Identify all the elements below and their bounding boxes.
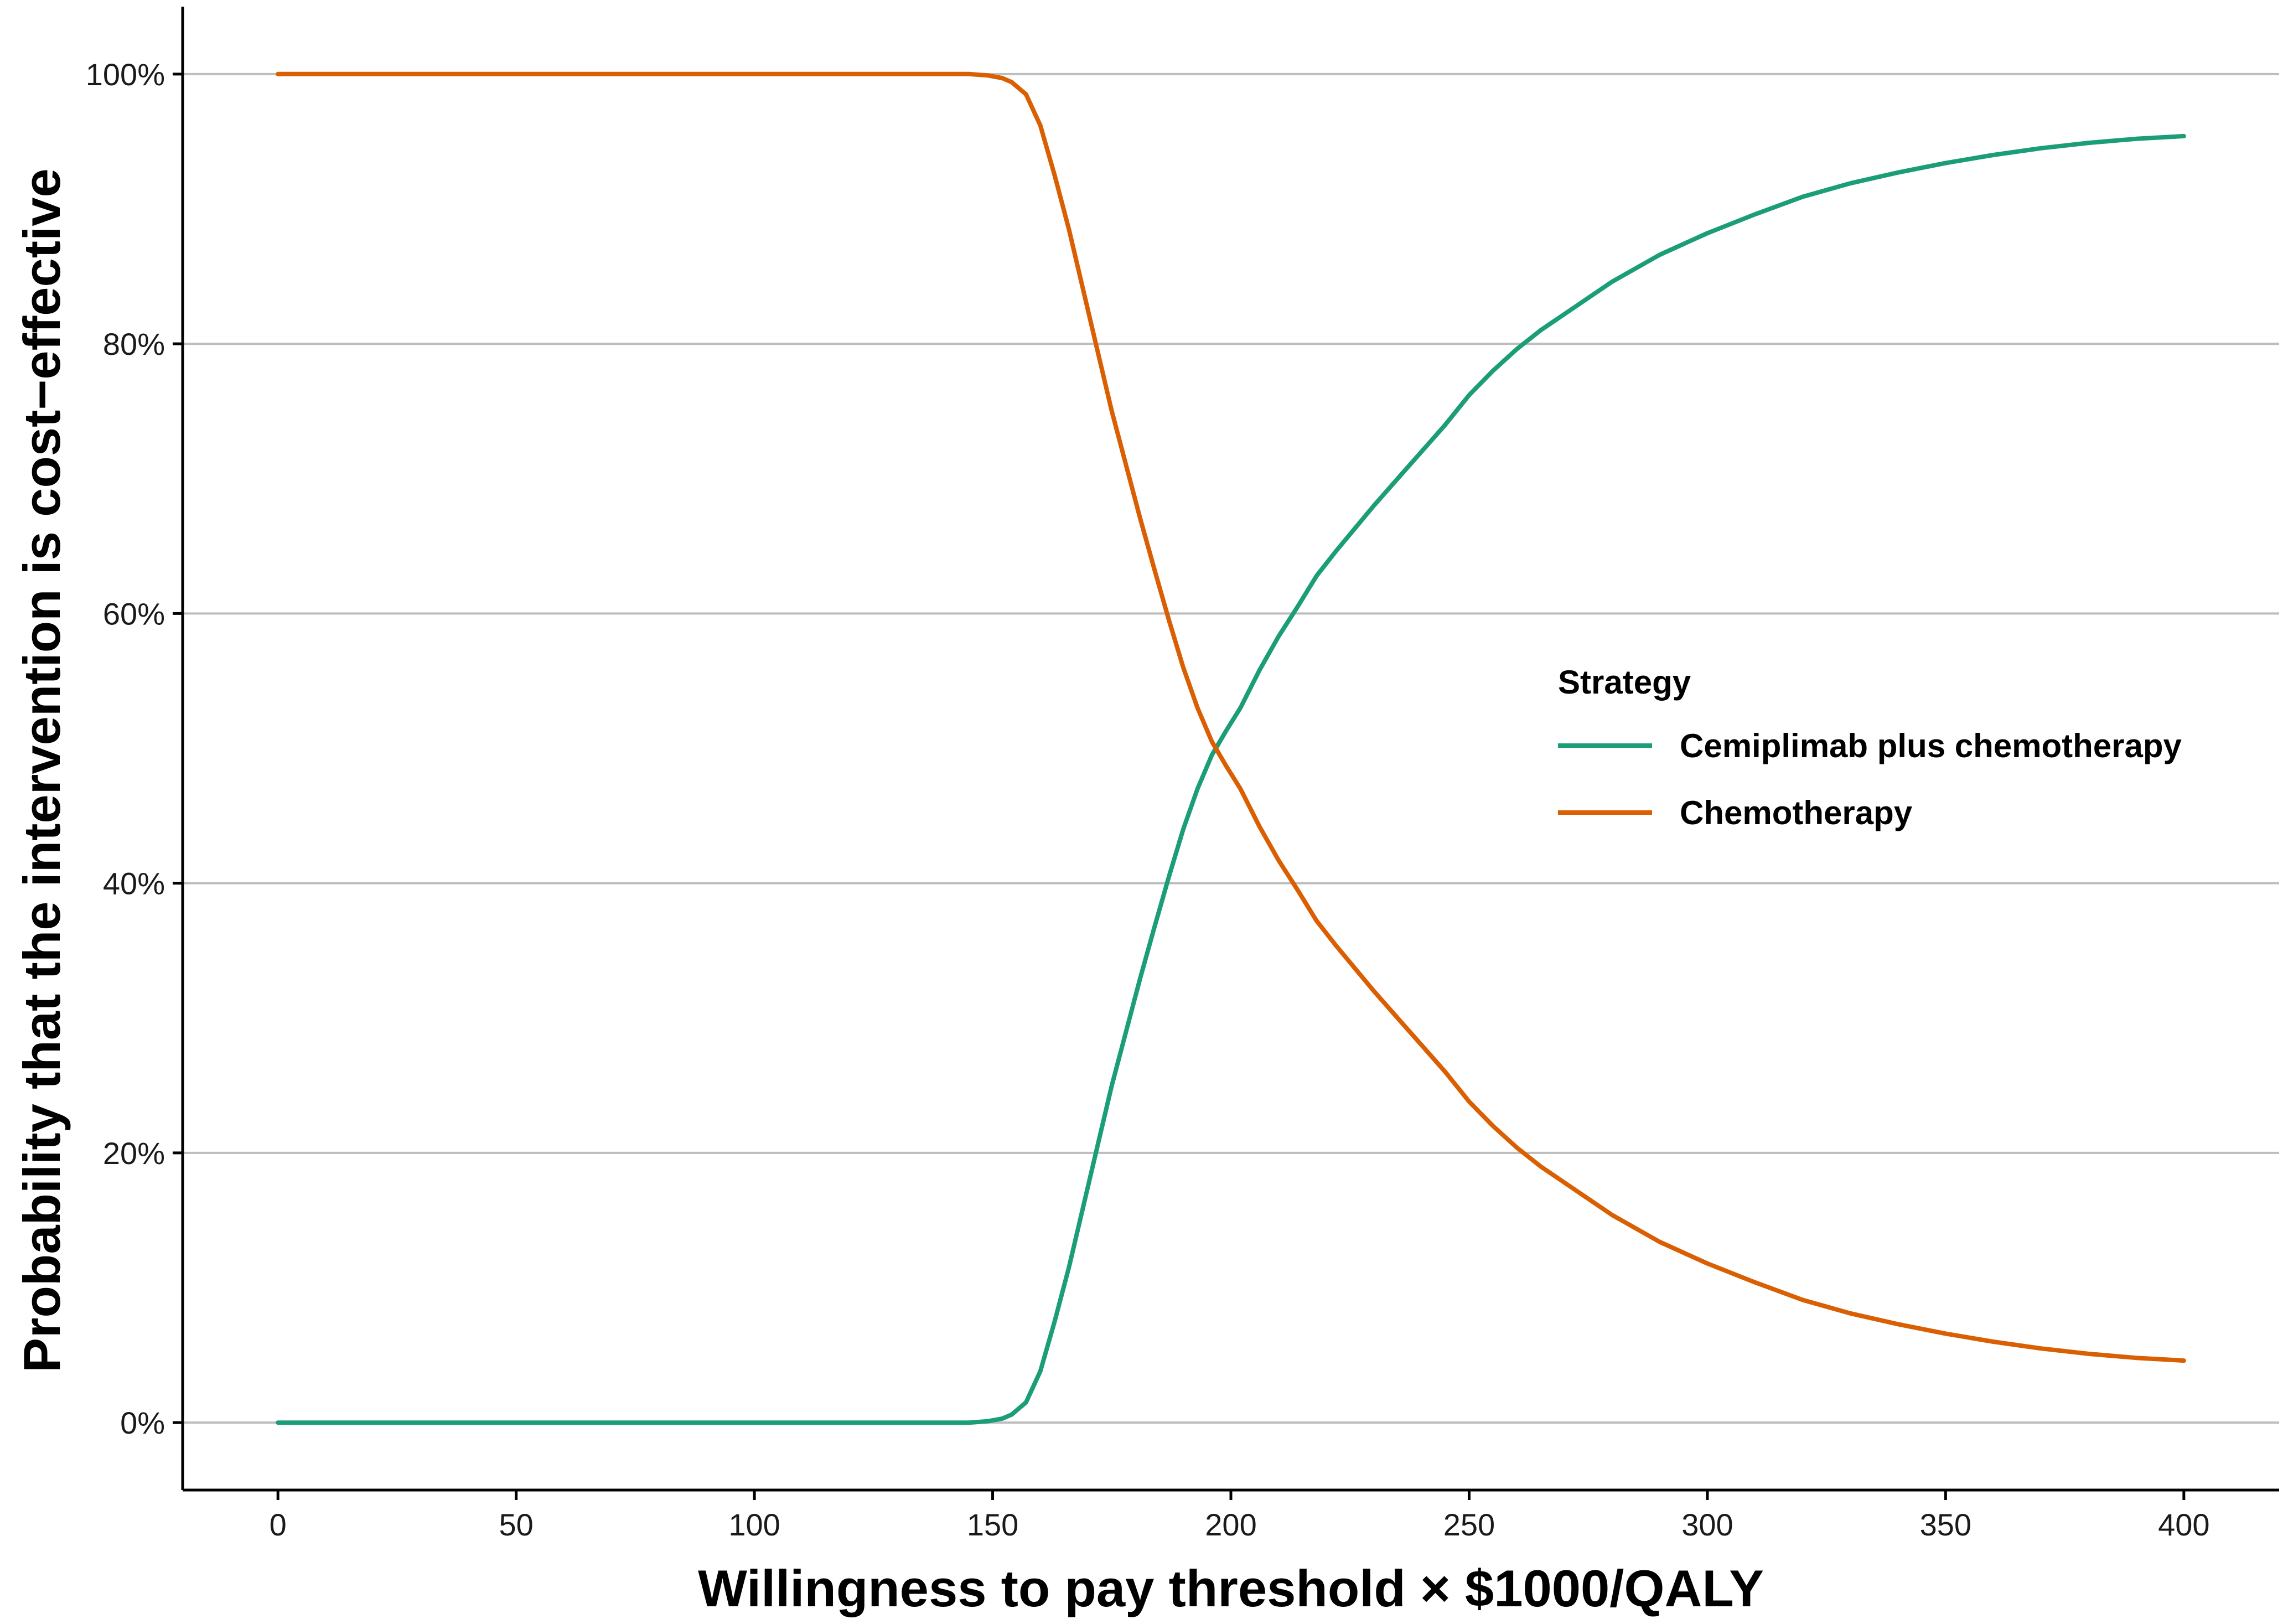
x-tick-label: 100 (728, 1507, 780, 1542)
x-tick-label: 50 (499, 1507, 533, 1542)
x-tick-label: 150 (967, 1507, 1018, 1542)
y-tick-label: 60% (103, 596, 165, 631)
legend: Strategy Cemiplimab plus chemotherapy Che… (1558, 664, 2182, 831)
ticks: 0% 20% 40% 60% 80% 100% 0 50 100 150 200 250 300 350 4… (86, 57, 2210, 1542)
y-tick-label: 80% (103, 327, 165, 361)
x-tick-label: 250 (1443, 1507, 1495, 1542)
x-tick-label: 300 (1681, 1507, 1733, 1542)
series-lines (276, 71, 2186, 1425)
series-line-1 (276, 71, 2186, 1363)
y-axis-title: Probability that the intervention is cos… (13, 168, 71, 1373)
y-tick-label: 20% (103, 1136, 165, 1171)
y-tick-label: 100% (86, 57, 165, 92)
x-tick-label: 0 (270, 1507, 287, 1542)
x-tick-label: 400 (2158, 1507, 2209, 1542)
legend-label-0: Cemiplimab plus chemotherapy (1680, 727, 2182, 764)
legend-entries: Cemiplimab plus chemotherapy Chemotherapy (1558, 727, 2182, 831)
y-tick-label: 0% (120, 1405, 165, 1440)
series-line-0 (276, 133, 2186, 1425)
legend-title: Strategy (1558, 664, 1691, 701)
x-tick-label: 350 (1920, 1507, 1971, 1542)
x-axis-title: Willingness to pay threshold × $1000/QAL… (698, 1559, 1764, 1617)
x-tick-label: 200 (1205, 1507, 1256, 1542)
y-tick-label: 40% (103, 866, 165, 901)
legend-label-1: Chemotherapy (1680, 794, 1913, 831)
